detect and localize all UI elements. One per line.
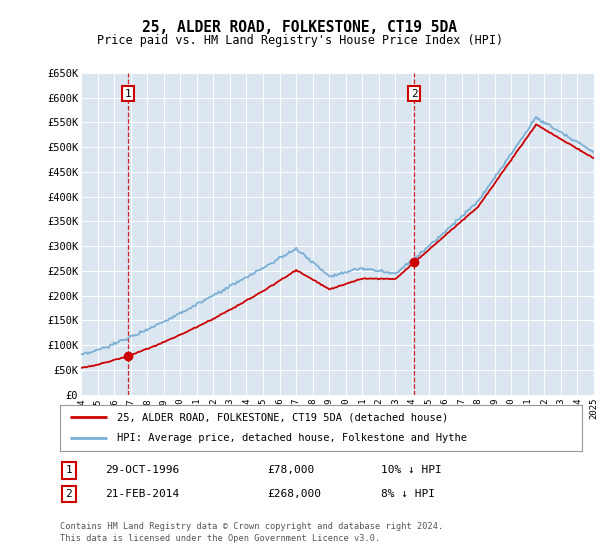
Text: 2: 2 [411, 88, 418, 99]
Text: Price paid vs. HM Land Registry's House Price Index (HPI): Price paid vs. HM Land Registry's House … [97, 34, 503, 47]
Text: 1: 1 [124, 88, 131, 99]
Text: £268,000: £268,000 [267, 489, 321, 499]
Text: 1: 1 [65, 465, 73, 475]
Text: 25, ALDER ROAD, FOLKESTONE, CT19 5DA: 25, ALDER ROAD, FOLKESTONE, CT19 5DA [143, 21, 458, 35]
Text: 8% ↓ HPI: 8% ↓ HPI [381, 489, 435, 499]
Text: Contains HM Land Registry data © Crown copyright and database right 2024.
This d: Contains HM Land Registry data © Crown c… [60, 522, 443, 543]
Text: 29-OCT-1996: 29-OCT-1996 [105, 465, 179, 475]
Text: 10% ↓ HPI: 10% ↓ HPI [381, 465, 442, 475]
Text: 21-FEB-2014: 21-FEB-2014 [105, 489, 179, 499]
Text: 25, ALDER ROAD, FOLKESTONE, CT19 5DA (detached house): 25, ALDER ROAD, FOLKESTONE, CT19 5DA (de… [118, 412, 449, 422]
Text: £78,000: £78,000 [267, 465, 314, 475]
Text: HPI: Average price, detached house, Folkestone and Hythe: HPI: Average price, detached house, Folk… [118, 433, 467, 444]
Text: 2: 2 [65, 489, 73, 499]
